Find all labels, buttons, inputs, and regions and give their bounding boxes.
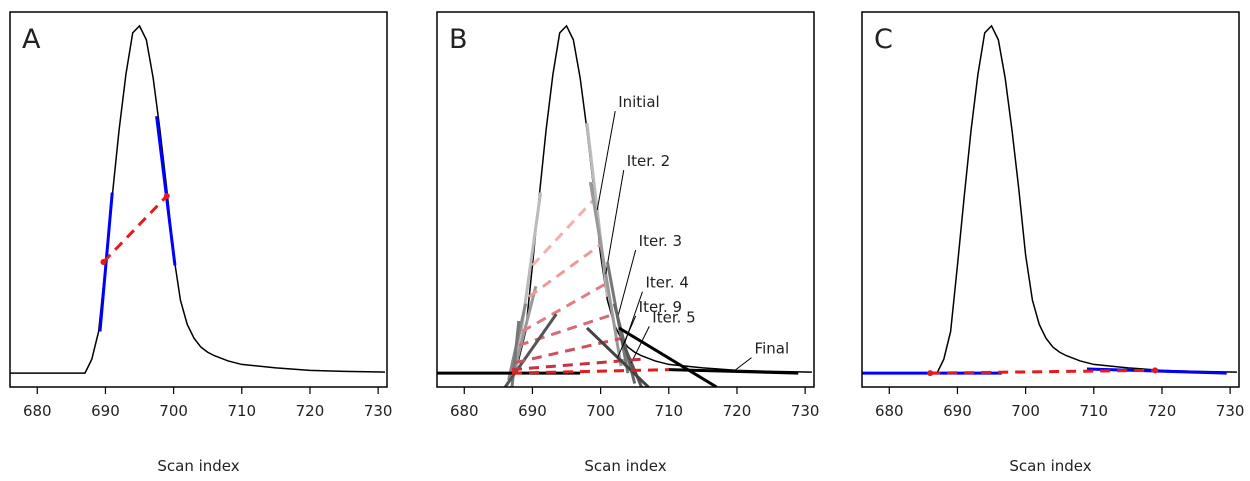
x-tick-label: 690 xyxy=(518,402,547,420)
x-tick-label: 710 xyxy=(227,402,256,420)
leader-line xyxy=(605,170,625,275)
tangent-line xyxy=(503,313,558,387)
annotation: Iter. 3 xyxy=(639,232,682,250)
tangent-line xyxy=(588,181,623,367)
leader-line xyxy=(617,249,637,318)
baseline-segment xyxy=(930,368,1156,375)
x-axis-label: Scan index xyxy=(157,457,239,475)
leader-line xyxy=(630,326,650,363)
annotation: Initial xyxy=(618,93,660,111)
x-tick-label: 700 xyxy=(586,402,615,420)
baseline-segment xyxy=(511,368,669,375)
baseline-segment xyxy=(102,194,168,264)
x-tick-label: 680 xyxy=(875,402,904,420)
annotation: Final xyxy=(755,340,790,358)
leader-line xyxy=(596,111,616,211)
end-point xyxy=(100,259,107,265)
peak-curve xyxy=(10,24,385,374)
x-axis-label: Scan index xyxy=(584,457,666,475)
x-tick-label: 720 xyxy=(1148,402,1177,420)
x-tick-label: 700 xyxy=(159,402,188,420)
x-tick-label: 720 xyxy=(723,402,752,420)
panel-label: B xyxy=(449,24,468,55)
plot-frame xyxy=(9,11,388,388)
plot-frame xyxy=(861,11,1240,388)
panel-label: C xyxy=(874,24,893,55)
x-tick-label: 730 xyxy=(791,402,820,420)
x-tick-label: 690 xyxy=(943,402,972,420)
panel-label: A xyxy=(22,24,41,55)
annotation: Iter. 4 xyxy=(645,274,688,292)
tangent-line xyxy=(513,192,543,374)
tangent-line xyxy=(510,285,538,381)
baseline-segment xyxy=(531,198,595,267)
plot-frame xyxy=(436,11,815,388)
x-tick-label: 680 xyxy=(450,402,479,420)
tangent-line xyxy=(668,368,799,375)
peak-curve xyxy=(437,24,812,374)
x-tick-label: 700 xyxy=(1011,402,1040,420)
x-tick-label: 730 xyxy=(1216,402,1245,420)
annotation: Iter. 2 xyxy=(627,152,670,170)
annotation: Iter. 9 xyxy=(639,298,682,316)
x-axis-label: Scan index xyxy=(1009,457,1091,475)
peak-curve xyxy=(862,24,1237,374)
baseline-segment xyxy=(528,243,602,298)
x-tick-label: 710 xyxy=(654,402,683,420)
x-tick-label: 710 xyxy=(1079,402,1108,420)
end-point xyxy=(1152,367,1159,374)
tangent-line xyxy=(618,326,718,387)
leader-line xyxy=(733,357,752,372)
leader-line xyxy=(617,315,637,358)
end-point xyxy=(927,370,934,377)
end-point xyxy=(163,193,170,200)
x-tick-label: 720 xyxy=(296,402,325,420)
annotation: Iter. 5 xyxy=(652,308,695,326)
x-tick-label: 680 xyxy=(23,402,52,420)
x-tick-label: 690 xyxy=(91,402,120,420)
tangent-line xyxy=(155,115,177,266)
x-tick-label: 730 xyxy=(364,402,393,420)
